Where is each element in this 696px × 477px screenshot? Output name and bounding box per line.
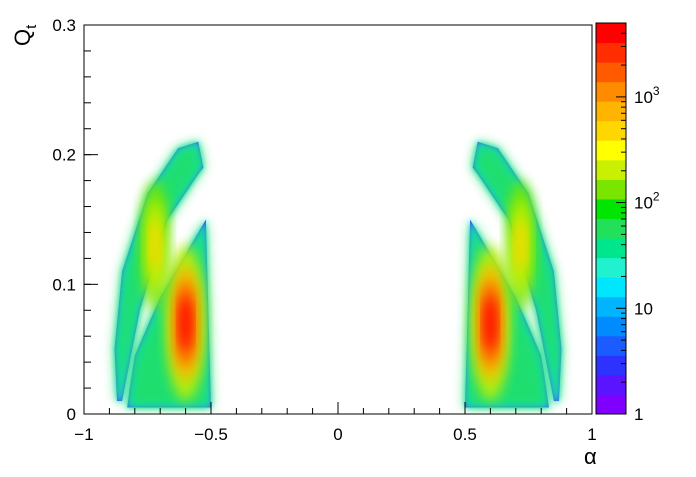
colorbar-swatch — [596, 62, 626, 83]
colorbar-swatch — [596, 159, 626, 180]
colorbar-swatch — [596, 355, 626, 376]
y-axis: 0 0.1 0.2 0.3 — [52, 16, 98, 424]
svg-text:Qt: Qt — [10, 24, 40, 46]
colorbar-swatch — [596, 179, 626, 200]
colorbar-tick-label: 102 — [634, 190, 660, 213]
x-axis: −1 −0.5 0 0.5 1 — [74, 402, 597, 444]
y-tick-label: 0.3 — [52, 16, 76, 35]
y-tick-label: 0 — [67, 405, 76, 424]
colorbar-swatch — [596, 23, 626, 44]
x-tick-label: 0.5 — [453, 425, 477, 444]
colorbar-swatch — [596, 374, 626, 395]
colorbar-tick-label: 10 — [634, 299, 653, 318]
y-tick-label: 0.2 — [52, 146, 76, 165]
colorbar-swatch — [596, 238, 626, 259]
x-tick-label: −0.5 — [194, 425, 228, 444]
colorbar-swatch — [596, 335, 626, 356]
colorbar-swatch — [596, 394, 626, 415]
heatmap-layer — [114, 141, 562, 408]
hotspot-left-upper-ridge-2 — [149, 219, 162, 272]
colorbar-swatch — [596, 42, 626, 63]
colorbar-swatch — [596, 316, 626, 337]
hotspot-right-upper-ridge-2 — [514, 219, 527, 272]
y-tick-label: 0.1 — [52, 275, 76, 294]
colorbar-swatch — [596, 81, 626, 102]
colorbar-swatch — [596, 120, 626, 141]
x-axis-label: α — [584, 444, 597, 469]
y-axis-label: Qt — [10, 24, 40, 46]
y-axis-label-sub: t — [23, 24, 40, 29]
colorbar-swatch — [596, 140, 626, 161]
hotspot-left-lower-peak-3 — [178, 296, 193, 351]
colorbar-swatch — [596, 101, 626, 122]
x-tick-label: 0 — [333, 425, 342, 444]
colorbar-swatch — [596, 198, 626, 219]
y-axis-label-main: Q — [10, 29, 35, 46]
colorbar-swatch — [596, 277, 626, 298]
hotspot-right-lower-peak-3 — [483, 296, 498, 351]
colorbar: 1 10 102 103 — [595, 22, 660, 424]
colorbar-swatch — [596, 296, 626, 317]
x-tick-label: 1 — [587, 425, 596, 444]
x-tick-label: −1 — [74, 425, 93, 444]
colorbar-tick-label: 1 — [634, 405, 643, 424]
colorbar-tick-label: 103 — [634, 84, 660, 107]
colorbar-swatch — [596, 257, 626, 278]
colorbar-swatch — [596, 218, 626, 239]
